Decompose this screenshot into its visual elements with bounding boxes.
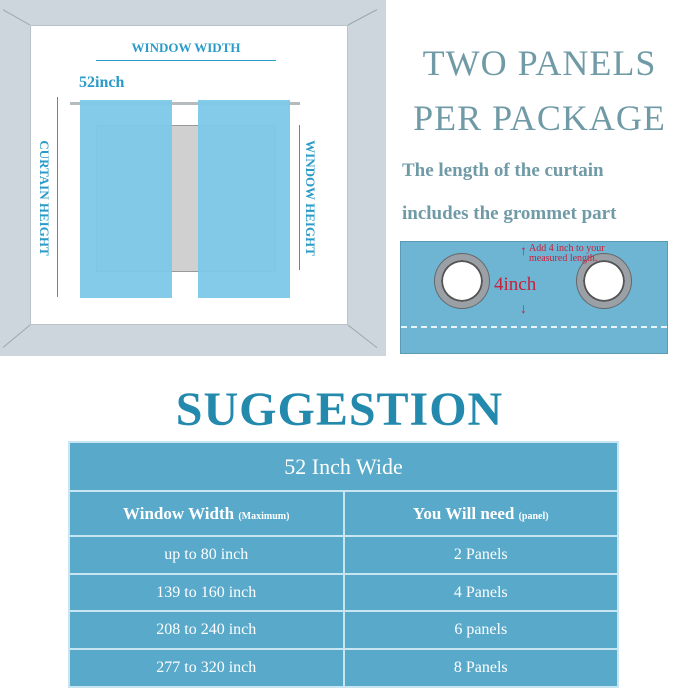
room-illustration: WINDOW WIDTH 52inch CURTAIN HEIGHT WINDO… (0, 0, 386, 356)
curtain-rod (70, 102, 300, 105)
length-note-1: The length of the curtain (402, 160, 604, 181)
add-length-note: Add 4 inch to your measured length. (529, 243, 605, 264)
arrow-up-icon: ↑ (520, 244, 527, 259)
table-title: 52 Inch Wide (68, 441, 619, 492)
grommet-detail: ↑ ↓ Add 4 inch to your measured length. … (400, 241, 668, 354)
table-row: 277 to 320 inch 8 Panels (68, 648, 619, 688)
table-row: up to 80 inch 2 Panels (68, 535, 619, 575)
suggestion-table: 52 Inch Wide Window Width (Maximum) You … (68, 441, 619, 688)
length-note-2: includes the grommet part (402, 203, 617, 224)
window-height-label: WINDOW HEIGHT (303, 140, 318, 256)
package-title-line1: TWO PANELS (422, 43, 657, 83)
room-perspective-lines (0, 0, 383, 355)
curtain-height-label: CURTAIN HEIGHT (37, 140, 52, 256)
table-row: 139 to 160 inch 4 Panels (68, 573, 619, 612)
header-panels-needed: You Will need (panel) (342, 490, 619, 537)
suggestion-title: SUGGESTION (175, 383, 504, 436)
grommet-icon (435, 254, 489, 308)
stitch-line (401, 326, 667, 328)
header-window-width: Window Width (Maximum) (68, 490, 345, 537)
table-row: 208 to 240 inch 6 panels (68, 610, 619, 650)
width-dimension-line (96, 60, 276, 61)
package-title: TWO PANELS PER PACKAGE (400, 36, 679, 146)
curtain-panel-right (198, 100, 290, 298)
curtain-panel-left (80, 100, 172, 298)
curtain-height-line (57, 97, 58, 297)
arrow-down-icon: ↓ (520, 302, 527, 317)
curtain-width-label: 52inch (79, 74, 125, 91)
window-width-label: WINDOW WIDTH (131, 40, 241, 55)
grommet-icon (577, 254, 631, 308)
grommet-measure: 4inch (494, 274, 537, 295)
window-height-line (299, 125, 300, 270)
package-title-line2: PER PACKAGE (413, 98, 666, 138)
